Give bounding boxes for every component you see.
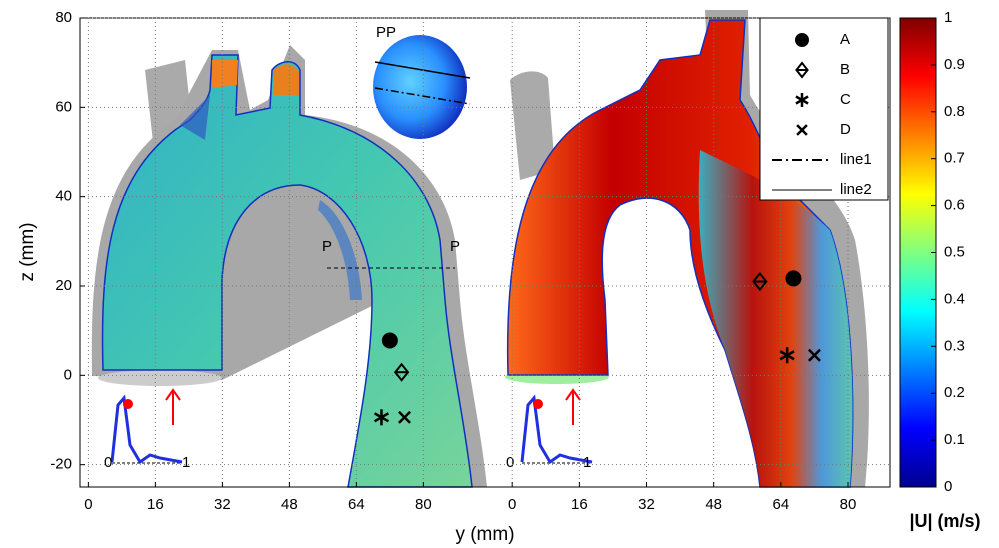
x-tick-label: 48 xyxy=(705,496,722,513)
data-point xyxy=(381,332,398,349)
legend-label: A xyxy=(840,31,850,48)
marker-part xyxy=(807,348,821,362)
waveform-inset xyxy=(520,394,593,465)
legend-marker xyxy=(795,33,809,47)
y-tick-label: 20 xyxy=(55,277,72,294)
marker-part xyxy=(752,271,768,292)
marker-part xyxy=(373,412,390,423)
colorbar-tick-label: 0.4 xyxy=(944,290,965,307)
x-tick-label: 32 xyxy=(638,496,655,513)
legend-label: line1 xyxy=(840,151,872,168)
legend-marker xyxy=(796,124,808,136)
marker-part xyxy=(779,350,795,361)
legend-label: B xyxy=(840,61,850,78)
colorbar-tick-label: 0.9 xyxy=(944,56,965,73)
colorbar-tick-label: 0.2 xyxy=(944,384,965,401)
legend-label: C xyxy=(840,91,851,108)
y-tick-label: 0 xyxy=(64,366,72,383)
y-tick-label: 80 xyxy=(55,9,72,26)
x-tick-label: 48 xyxy=(281,496,298,513)
marker-part xyxy=(398,410,411,424)
annotation: 0 xyxy=(506,454,514,471)
y-tick-label: 40 xyxy=(55,188,72,205)
annotation: PP xyxy=(376,24,396,41)
data-point xyxy=(807,348,821,362)
marker-part xyxy=(795,33,809,47)
colorbar-tick-label: 0.7 xyxy=(944,150,965,167)
x-axis-label: y (mm) xyxy=(455,524,514,545)
x-tick-label: 64 xyxy=(773,496,790,513)
y-tick-label: 60 xyxy=(55,98,72,115)
colorbar-tick-label: 0.1 xyxy=(944,431,965,448)
marker-part xyxy=(796,124,808,136)
right-aorta xyxy=(505,10,869,488)
colorbar-tick-label: 1 xyxy=(944,9,952,26)
legend-box xyxy=(759,17,889,201)
colorbar-tick-label: 0.5 xyxy=(944,243,965,260)
data-point xyxy=(398,410,411,424)
marker-part xyxy=(381,332,398,349)
data-point xyxy=(785,270,802,287)
y-axis-label: z (mm) xyxy=(17,222,38,281)
x-tick-label: 0 xyxy=(508,496,516,513)
annotation: 0 xyxy=(104,454,112,471)
y-tick-label: -20 xyxy=(50,456,72,473)
colorbar-tick-label: 0 xyxy=(944,478,952,495)
x-tick-label: 16 xyxy=(571,496,588,513)
annotation: 1 xyxy=(182,454,190,471)
x-tick-label: 64 xyxy=(348,496,365,513)
x-tick-label: 16 xyxy=(147,496,164,513)
data-point xyxy=(393,362,410,382)
legend-label: D xyxy=(840,121,851,138)
legend-marker xyxy=(795,93,809,107)
marker-part xyxy=(393,362,410,382)
data-point xyxy=(752,271,768,292)
legend-marker xyxy=(795,61,809,79)
colorbar xyxy=(899,17,937,488)
waveform-inset xyxy=(110,394,183,465)
colorbar-tick-label: 0.6 xyxy=(944,197,965,214)
colorbar-tick-label: 0.8 xyxy=(944,103,965,120)
marker-part xyxy=(785,270,802,287)
x-tick-label: 32 xyxy=(214,496,231,513)
marker-part xyxy=(795,95,809,105)
annotation: 1 xyxy=(583,454,591,471)
annotation: P xyxy=(322,238,332,255)
x-tick-label: 0 xyxy=(84,496,92,513)
annotation: P xyxy=(450,238,460,255)
data-point xyxy=(779,347,795,364)
x-tick-label: 80 xyxy=(840,496,857,513)
x-tick-label: 80 xyxy=(415,496,432,513)
data-point xyxy=(373,409,390,426)
legend-label: line2 xyxy=(840,181,872,198)
colorbar-tick-label: 0.3 xyxy=(944,337,965,354)
colorbar-label: |U| (m/s) xyxy=(909,511,980,531)
marker-part xyxy=(795,61,809,79)
